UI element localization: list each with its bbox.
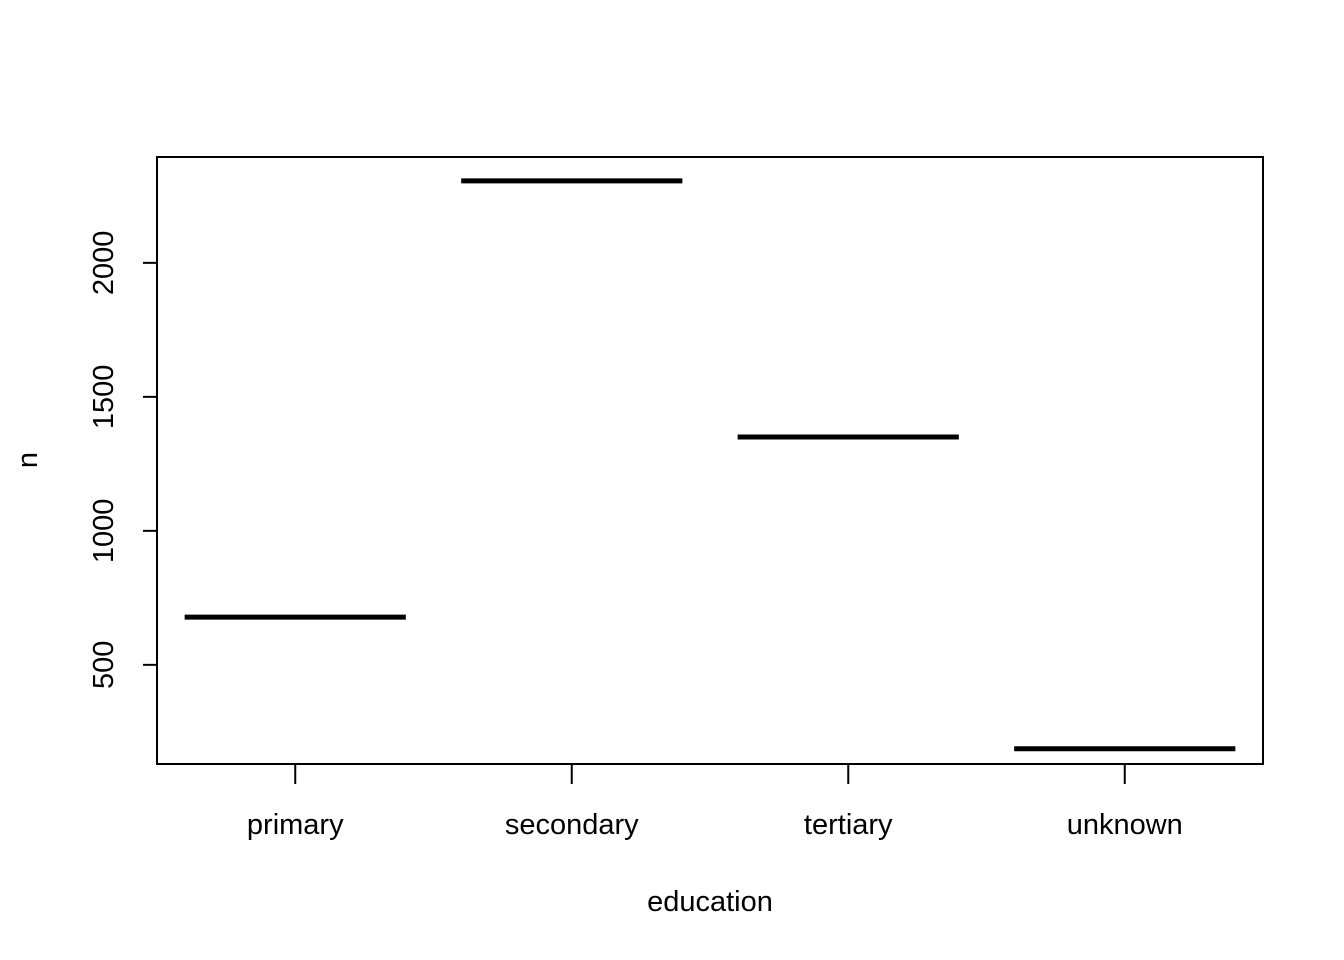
x-tick-label: primary: [247, 809, 344, 841]
x-tick-label: secondary: [505, 809, 639, 841]
plot-frame: [156, 156, 1264, 765]
chart-marks: [184, 178, 1236, 752]
y-tick-label: 1500: [88, 365, 120, 430]
x-axis-title: education: [647, 886, 773, 918]
y-tick-label: 2000: [88, 231, 120, 296]
y-axis-title: n: [12, 452, 44, 468]
x-tick-label: unknown: [1067, 809, 1183, 841]
y-axis: 500 1000 1500 2000: [88, 231, 157, 689]
y-tick-label: 1000: [88, 499, 120, 564]
x-axis: primary secondary tertiary unknown: [247, 764, 1183, 841]
y-tick-label: 500: [88, 641, 120, 689]
x-tick-label: tertiary: [804, 809, 893, 841]
